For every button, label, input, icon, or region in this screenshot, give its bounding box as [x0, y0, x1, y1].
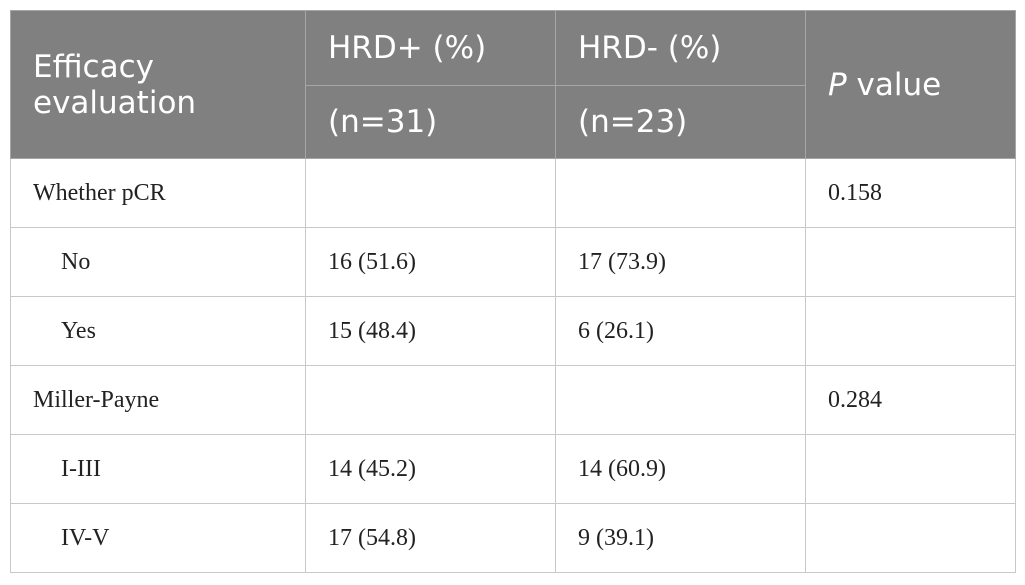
table-cell: 14 (45.2)	[305, 434, 556, 504]
table-cell	[305, 158, 556, 228]
table-cell: 17 (73.9)	[555, 227, 806, 297]
table-cell: IV-V	[10, 503, 306, 573]
header-cell: P value	[805, 10, 1016, 159]
table-cell	[805, 227, 1016, 297]
table-cell: 9 (39.1)	[555, 503, 806, 573]
table-cell: 6 (26.1)	[555, 296, 806, 366]
table-row: Miller-Payne 0.284	[10, 365, 1016, 435]
table-cell: I-III	[10, 434, 306, 504]
table-cell	[555, 365, 806, 435]
table-cell	[555, 158, 806, 228]
efficacy-table: Efficacy evaluation HRD+ (%) HRD- (%) P …	[10, 10, 1016, 573]
table-cell	[805, 434, 1016, 504]
table-row: Yes 15 (48.4) 6 (26.1)	[10, 296, 1016, 366]
table-cell: Miller-Payne	[10, 365, 306, 435]
table-cell: 15 (48.4)	[305, 296, 556, 366]
table-cell: No	[10, 227, 306, 297]
header-cell: (n=31)	[305, 85, 556, 159]
table-row: No 16 (51.6) 17 (73.9)	[10, 227, 1016, 297]
table-cell: 0.284	[805, 365, 1016, 435]
table-cell: Whether pCR	[10, 158, 306, 228]
header-cell: HRD+ (%)	[305, 10, 556, 86]
table-cell: 0.158	[805, 158, 1016, 228]
table-row: Whether pCR 0.158	[10, 158, 1016, 228]
table-cell: 16 (51.6)	[305, 227, 556, 297]
table-cell	[305, 365, 556, 435]
header-cell: (n=23)	[555, 85, 806, 159]
table-cell	[805, 296, 1016, 366]
table-body: Whether pCR 0.158 No 16 (51.6) 17 (73.9) Yes 1…	[10, 158, 1016, 573]
table-cell: Yes	[10, 296, 306, 366]
table-row: I-III 14 (45.2) 14 (60.9)	[10, 434, 1016, 504]
table-cell	[805, 503, 1016, 573]
header-cell: HRD- (%)	[555, 10, 806, 86]
header-cell: Efficacy evaluation	[10, 10, 306, 159]
table-row: IV-V 17 (54.8) 9 (39.1)	[10, 503, 1016, 573]
table-cell: 17 (54.8)	[305, 503, 556, 573]
table-cell: 14 (60.9)	[555, 434, 806, 504]
